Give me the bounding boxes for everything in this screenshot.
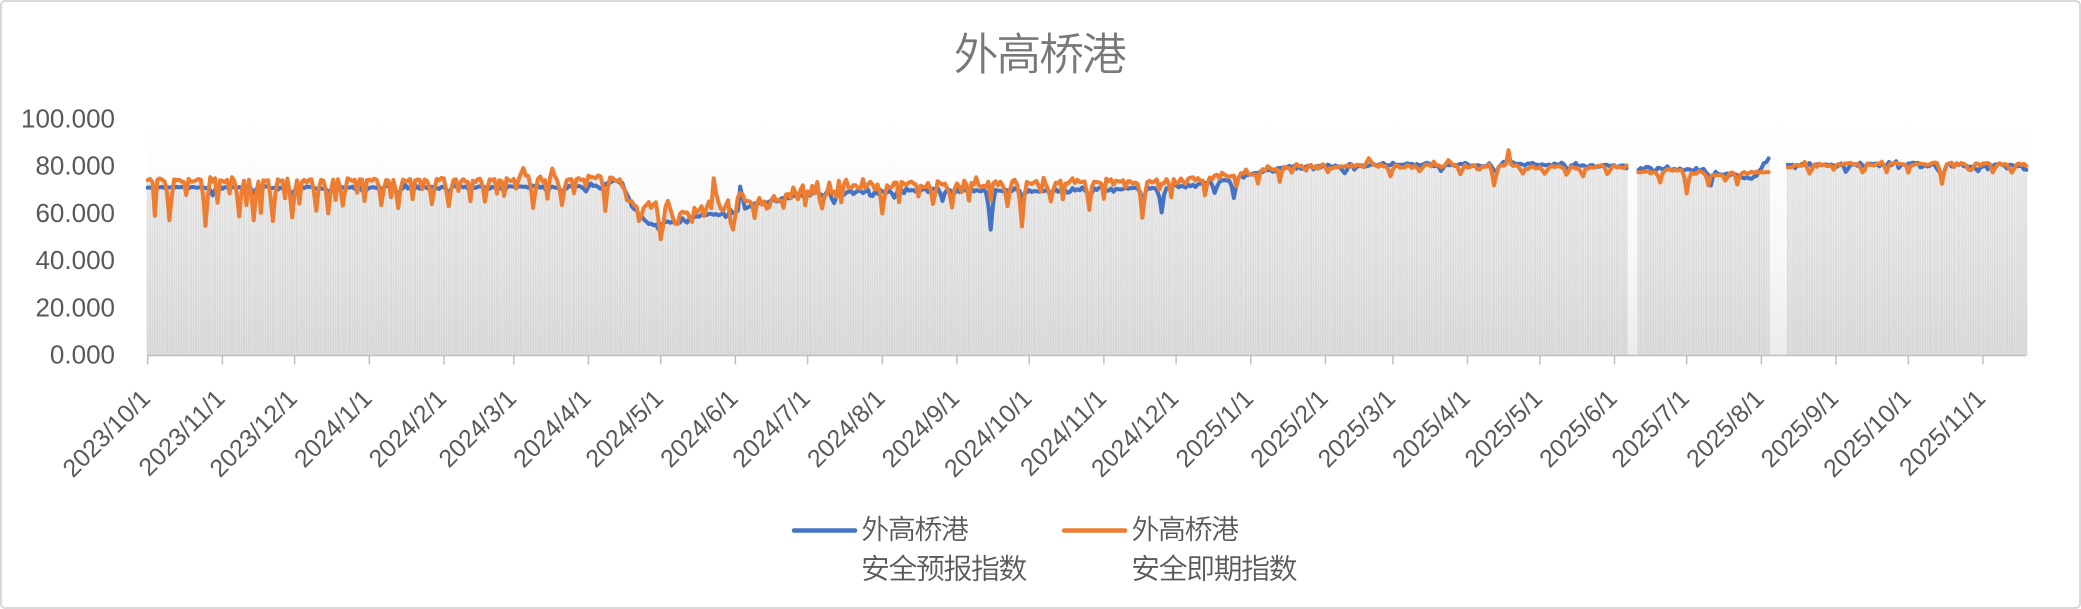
svg-text:40.000: 40.000: [35, 245, 115, 275]
svg-text:80.000: 80.000: [35, 151, 115, 181]
svg-text:0.000: 0.000: [50, 340, 115, 370]
svg-text:20.000: 20.000: [35, 292, 115, 322]
svg-text:60.000: 60.000: [35, 198, 115, 228]
svg-text:100.000: 100.000: [21, 104, 115, 134]
